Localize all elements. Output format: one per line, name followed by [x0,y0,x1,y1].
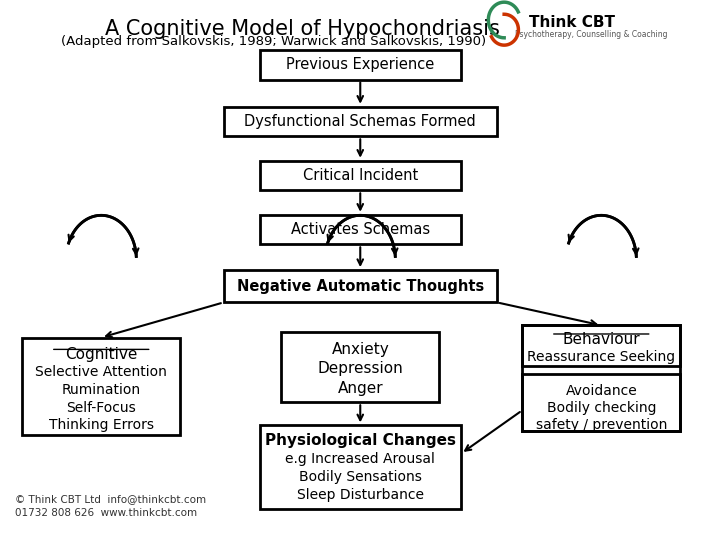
Text: Psychotherapy, Counselling & Coaching: Psychotherapy, Counselling & Coaching [515,30,667,39]
FancyBboxPatch shape [281,332,439,402]
Text: Bodily checking: Bodily checking [546,401,656,415]
Text: Sleep Disturbance: Sleep Disturbance [297,488,424,502]
Text: © Think CBT Ltd  info@thinkcbt.com
01732 808 626  www.thinkcbt.com: © Think CBT Ltd info@thinkcbt.com 01732 … [15,495,206,518]
Text: (Adapted from Salkovskis, 1989; Warwick and Salkovskis, 1990): (Adapted from Salkovskis, 1989; Warwick … [61,35,487,48]
FancyBboxPatch shape [22,338,181,435]
Text: Anxiety: Anxiety [331,342,389,357]
Text: Critical Incident: Critical Incident [302,168,418,183]
Text: Dysfunctional Schemas Formed: Dysfunctional Schemas Formed [244,114,476,129]
FancyBboxPatch shape [522,325,680,366]
Text: Negative Automatic Thoughts: Negative Automatic Thoughts [237,279,484,294]
FancyBboxPatch shape [259,50,461,79]
Text: Reassurance Seeking: Reassurance Seeking [527,350,675,364]
FancyBboxPatch shape [224,106,497,136]
Text: Anger: Anger [338,381,383,396]
FancyBboxPatch shape [224,270,497,302]
FancyBboxPatch shape [259,160,461,190]
FancyBboxPatch shape [259,426,461,509]
Text: Previous Experience: Previous Experience [286,57,434,72]
Text: Thinking Errors: Thinking Errors [49,418,154,433]
Text: Rumination: Rumination [62,383,141,397]
Text: safety / prevention: safety / prevention [536,418,667,432]
FancyBboxPatch shape [259,214,461,244]
FancyBboxPatch shape [522,374,680,431]
Text: A Cognitive Model of Hypochondriasis: A Cognitive Model of Hypochondriasis [105,19,500,39]
Text: Behaviour: Behaviour [562,332,640,347]
Text: e.g Increased Arousal: e.g Increased Arousal [285,451,435,465]
Text: Depression: Depression [318,361,403,376]
Text: Avoidance: Avoidance [565,383,637,397]
Text: Cognitive: Cognitive [65,347,138,362]
Text: Activates Schemas: Activates Schemas [291,222,430,237]
Text: Selective Attention: Selective Attention [35,365,167,379]
Text: Bodily Sensations: Bodily Sensations [299,470,422,484]
Text: Physiological Changes: Physiological Changes [265,433,456,448]
Text: Self-Focus: Self-Focus [66,401,136,415]
Text: Think CBT: Think CBT [529,15,616,30]
